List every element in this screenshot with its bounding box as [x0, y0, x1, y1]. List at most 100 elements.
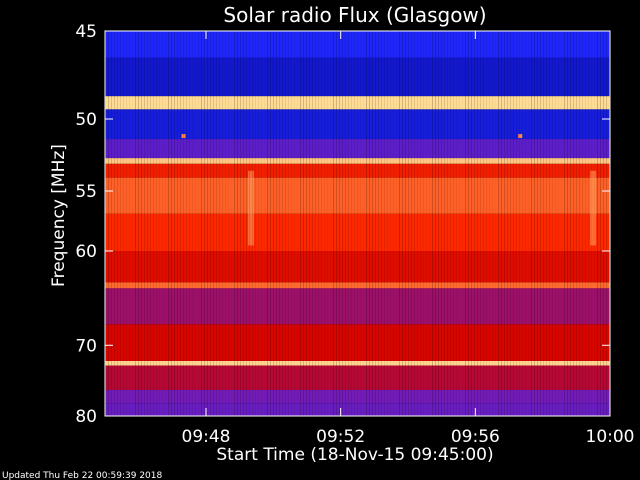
pattern-overlay [105, 31, 610, 416]
texture-line [249, 31, 250, 416]
y-tick-label: 50 [75, 110, 97, 130]
texture-line [264, 31, 265, 416]
burst-feature [247, 170, 254, 246]
texture-line [150, 31, 151, 416]
texture-line [180, 31, 181, 416]
texture-line [486, 31, 487, 416]
frequency-band [105, 324, 610, 361]
texture-line [444, 31, 445, 416]
texture-line [528, 31, 529, 416]
texture-line [270, 31, 271, 416]
y-axis-label: Frequency [MHz] [49, 144, 69, 287]
texture-line [276, 31, 277, 416]
texture-line [189, 31, 190, 416]
frequency-band [105, 109, 610, 140]
texture-line [453, 31, 454, 416]
texture-line [135, 31, 136, 416]
texture-line [414, 31, 415, 416]
texture-line [375, 31, 376, 416]
texture-line [279, 31, 280, 416]
texture-line [354, 31, 355, 416]
texture-line [315, 31, 316, 416]
texture-line [429, 31, 430, 416]
texture-line [258, 31, 259, 416]
texture-line [138, 31, 139, 416]
texture-line [597, 31, 598, 416]
texture-line [396, 31, 397, 416]
frequency-band [105, 361, 610, 366]
frequency-band [105, 163, 610, 178]
texture-line [228, 31, 229, 416]
texture-line [594, 31, 595, 416]
texture-line [282, 31, 283, 416]
texture-line [495, 31, 496, 416]
texture-line [447, 31, 448, 416]
texture-line [462, 31, 463, 416]
texture-line [540, 31, 541, 416]
texture-line [402, 31, 403, 416]
frequency-band [105, 158, 610, 164]
texture-line [222, 31, 223, 416]
texture-line [435, 31, 436, 416]
texture-line [261, 31, 262, 416]
frequency-band [105, 96, 610, 110]
texture-line [441, 31, 442, 416]
texture-line [120, 31, 121, 416]
texture-line [438, 31, 439, 416]
texture-line [420, 31, 421, 416]
texture-line [591, 31, 592, 416]
texture-line [558, 31, 559, 416]
texture-line [393, 31, 394, 416]
texture-line [159, 31, 160, 416]
texture-line [561, 31, 562, 416]
texture-line [474, 31, 475, 416]
texture-line [405, 31, 406, 416]
texture-line [162, 31, 163, 416]
texture-line [168, 31, 169, 416]
y-tick-label: 80 [75, 407, 97, 427]
y-tick-label: 55 [75, 182, 97, 202]
texture-line [156, 31, 157, 416]
texture-line [117, 31, 118, 416]
texture-line [570, 31, 571, 416]
texture-line [576, 31, 577, 416]
texture-line [255, 31, 256, 416]
texture-line [306, 31, 307, 416]
texture-line [603, 31, 604, 416]
texture-line [510, 31, 511, 416]
texture-line [273, 31, 274, 416]
x-axis-label: Start Time (18-Nov-15 09:45:00) [216, 445, 493, 465]
texture-line [381, 31, 382, 416]
x-axis-ticks: 09:48 09:52 09:56 10:00 [182, 31, 635, 447]
texture-line [165, 31, 166, 416]
texture-line [201, 31, 202, 416]
texture-line [456, 31, 457, 416]
updated-timestamp: Updated Thu Feb 22 00:59:39 2018 [2, 471, 163, 480]
texture-line [231, 31, 232, 416]
texture-line [336, 31, 337, 416]
texture-line [300, 31, 301, 416]
texture-line [129, 31, 130, 416]
texture-line [177, 31, 178, 416]
texture-line [504, 31, 505, 416]
y-axis-ticks: 45 50 55 60 70 80 [75, 22, 610, 427]
frequency-band [105, 177, 610, 214]
texture-line [552, 31, 553, 416]
texture-line [600, 31, 601, 416]
texture-line [225, 31, 226, 416]
texture-line [195, 31, 196, 416]
x-tick-label: 10:00 [586, 427, 635, 447]
frequency-band [105, 139, 610, 159]
texture-line [516, 31, 517, 416]
texture-line [579, 31, 580, 416]
texture-line [384, 31, 385, 416]
texture-line [321, 31, 322, 416]
texture-line [153, 31, 154, 416]
texture-line [519, 31, 520, 416]
frequency-band [105, 251, 610, 283]
texture-line [567, 31, 568, 416]
texture-line [330, 31, 331, 416]
texture-line [183, 31, 184, 416]
texture-line [573, 31, 574, 416]
